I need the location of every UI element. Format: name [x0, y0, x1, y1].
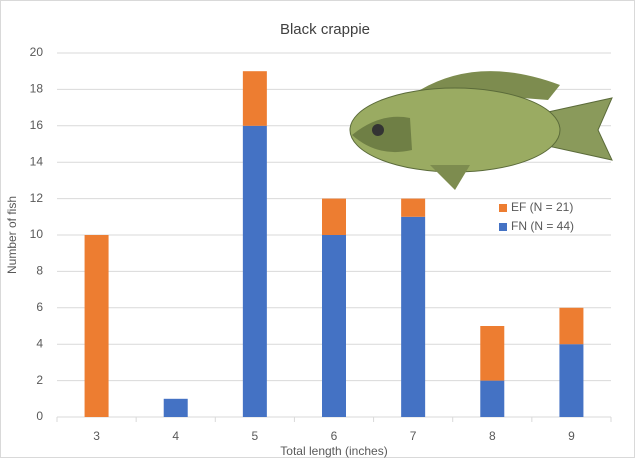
y-tick-label: 12: [30, 191, 44, 205]
fish-illustration: [349, 71, 613, 190]
x-tick-label: 5: [252, 429, 259, 443]
x-axis-label: Total length (inches): [280, 444, 387, 458]
bar-segment: [242, 71, 267, 126]
y-tick-label: 8: [36, 264, 43, 278]
bar-segment: [322, 198, 346, 235]
y-tick-label: 16: [30, 118, 44, 132]
x-tick-label: 9: [568, 429, 575, 443]
x-tick-label: 6: [331, 429, 338, 443]
legend-swatch: [499, 204, 507, 212]
chart-title: Black crappie: [280, 21, 370, 38]
y-tick-label: 6: [36, 300, 43, 314]
y-tick-label: 10: [30, 227, 44, 241]
bar-segment: [401, 198, 426, 217]
bar-segment: [163, 398, 188, 417]
bar-segment: [559, 307, 584, 345]
y-tick-label: 14: [30, 154, 44, 168]
legend-label: FN (N = 44): [511, 219, 574, 233]
y-tick-label: 20: [30, 45, 44, 59]
bar-segment: [322, 235, 346, 417]
legend-label: EF (N = 21): [511, 200, 573, 214]
bar-segment: [242, 125, 267, 418]
y-tick-label: 18: [30, 82, 44, 96]
y-tick-label: 0: [36, 409, 43, 423]
bar-segment: [480, 326, 505, 381]
bar-segment: [480, 380, 505, 417]
bar-segment: [401, 216, 426, 417]
bar-segment: [84, 235, 109, 417]
x-tick-label: 4: [172, 429, 179, 443]
y-tick-label: 4: [36, 336, 43, 350]
x-tick-label: 3: [93, 429, 100, 443]
y-tick-label: 2: [36, 373, 43, 387]
bar-segment: [559, 344, 584, 417]
x-tick-label: 8: [489, 429, 496, 443]
x-tick-label: 7: [410, 429, 417, 443]
legend-swatch: [499, 223, 507, 231]
y-axis-label: Number of fish: [5, 196, 19, 274]
